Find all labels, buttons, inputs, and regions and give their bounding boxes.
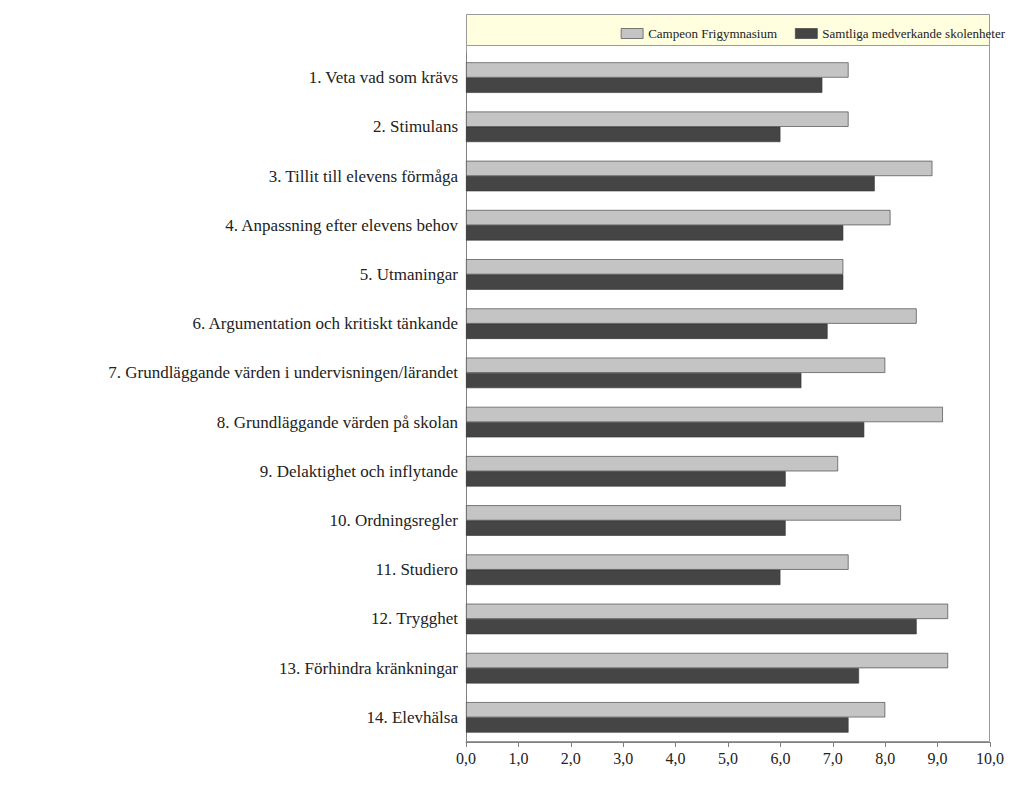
svg-text:2,0: 2,0 — [561, 750, 581, 767]
svg-text:Samtliga medverkande skolenhet: Samtliga medverkande skolenheter — [822, 26, 1005, 41]
svg-text:4. Anpassning efter elevens be: 4. Anpassning efter elevens behov — [225, 216, 458, 235]
svg-text:6. Argumentation och kritiskt: 6. Argumentation och kritiskt tänkande — [192, 314, 458, 333]
svg-text:Campeon Frigymnasium: Campeon Frigymnasium — [648, 26, 777, 41]
svg-text:14. Elevhälsa: 14. Elevhälsa — [366, 708, 458, 727]
svg-text:8,0: 8,0 — [875, 750, 895, 767]
svg-text:12. Trygghet: 12. Trygghet — [371, 609, 458, 628]
svg-text:5. Utmaningar: 5. Utmaningar — [360, 265, 459, 284]
svg-text:2. Stimulans: 2. Stimulans — [373, 117, 458, 136]
svg-text:1. Veta vad som krävs: 1. Veta vad som krävs — [309, 68, 458, 87]
svg-text:1,0: 1,0 — [508, 750, 528, 767]
svg-text:13. Förhindra kränkningar: 13. Förhindra kränkningar — [279, 659, 458, 678]
svg-text:7,0: 7,0 — [823, 750, 843, 767]
svg-text:3. Tillit till elevens förmåga: 3. Tillit till elevens förmåga — [269, 167, 459, 186]
svg-text:5,0: 5,0 — [718, 750, 738, 767]
svg-text:11. Studiero: 11. Studiero — [376, 560, 458, 579]
svg-text:6,0: 6,0 — [770, 750, 790, 767]
svg-text:0,0: 0,0 — [456, 750, 476, 767]
svg-text:9. Delaktighet och inflytande: 9. Delaktighet och inflytande — [260, 462, 458, 481]
svg-text:10,0: 10,0 — [976, 750, 1004, 767]
svg-text:9,0: 9,0 — [928, 750, 948, 767]
svg-text:3,0: 3,0 — [613, 750, 633, 767]
svg-text:10. Ordningsregler: 10. Ordningsregler — [330, 511, 459, 530]
svg-text:4,0: 4,0 — [666, 750, 686, 767]
svg-text:8. Grundläggande värden på sko: 8. Grundläggande värden på skolan — [217, 413, 459, 432]
svg-text:7. Grundläggande värden i unde: 7. Grundläggande värden i undervisningen… — [108, 363, 458, 382]
